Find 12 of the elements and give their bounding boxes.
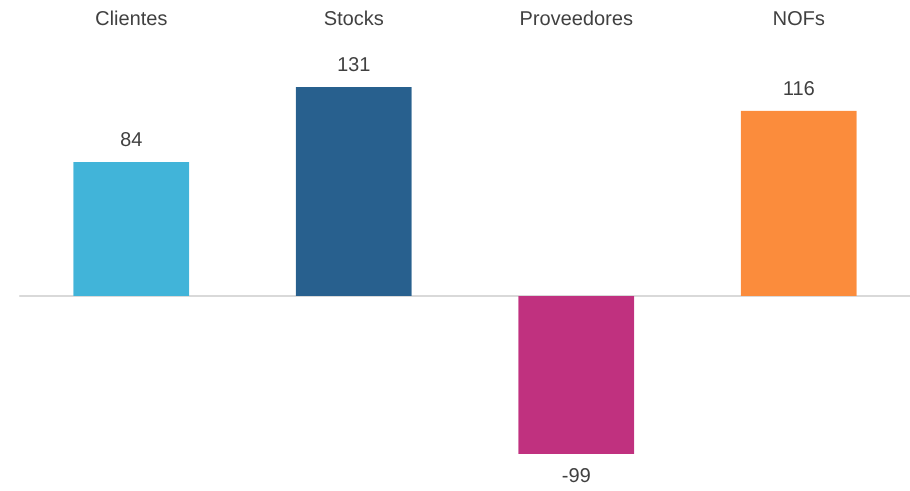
x-tick-label: Clientes: [95, 8, 168, 30]
data-label: -99: [562, 465, 591, 487]
data-label: 116: [782, 78, 815, 100]
x-tick-label: NOFs: [772, 8, 825, 30]
bar: [518, 296, 634, 454]
data-label: 131: [337, 54, 370, 76]
data-label: 84: [120, 128, 142, 151]
x-tick-label: Stocks: [324, 8, 384, 30]
bar: [73, 162, 190, 296]
x-tick-label: Proveedores: [520, 8, 633, 30]
bar: [296, 87, 412, 296]
bar: [740, 110, 857, 296]
